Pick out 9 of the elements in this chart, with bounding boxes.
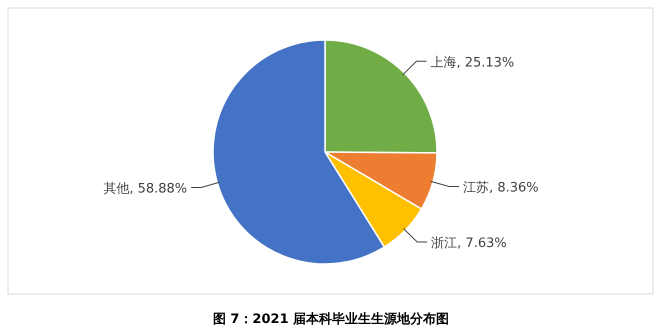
text: 图 7：2021 届本科毕业生生源地分布图 <box>212 312 450 327</box>
slice-label: 浙江 <box>431 236 458 251</box>
data-label: , 58.88% <box>129 181 188 196</box>
data-label: , 8.36% <box>489 180 539 196</box>
slice-label: 上海 <box>430 55 456 70</box>
slice-label: 江苏 <box>463 180 490 196</box>
data-label: , 7.63% <box>457 236 507 251</box>
data-label: , 25.13% <box>456 55 514 70</box>
slice-label: 其他 <box>103 181 130 196</box>
